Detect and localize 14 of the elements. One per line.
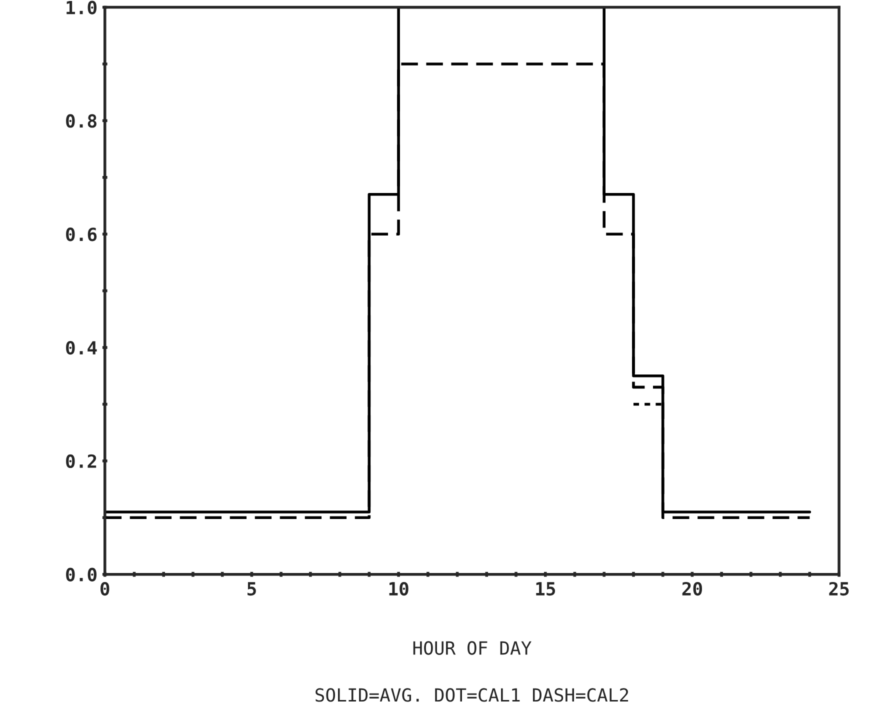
y-tick-label: 0.6 — [66, 228, 97, 242]
x-axis-title: HOUR OF DAY — [413, 641, 532, 655]
x-tick-label: 5 — [248, 582, 256, 596]
text: SOLID=AVG. DOT=CAL1 DASH=CAL2 — [316, 688, 628, 702]
y-tick-label: 0.2 — [66, 454, 96, 468]
x-tick-label: 10 — [389, 582, 408, 596]
y-tick-label: 1.0 — [66, 0, 97, 14]
x-tick-label: 15 — [536, 582, 556, 596]
x-tick-label: 0 — [100, 582, 110, 596]
y-tick-label: 0.4 — [66, 340, 97, 355]
x-tick-label: 20 — [682, 582, 702, 596]
x-tick-label: 25 — [829, 582, 849, 596]
y-tick-label: 0.8 — [66, 114, 96, 128]
y-tick-label: 0.0 — [66, 568, 97, 582]
